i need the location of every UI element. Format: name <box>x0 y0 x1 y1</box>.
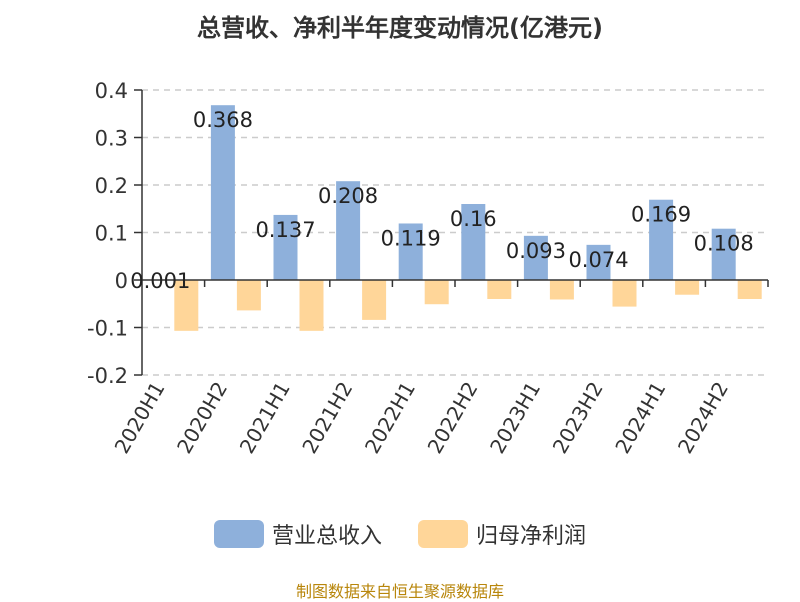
x-tick-label: 2024H2 <box>673 378 733 458</box>
chart-title: 总营收、净利半年度变动情况(亿港元) <box>197 14 603 42</box>
data-label-revenue: 0.208 <box>318 184 378 208</box>
data-label-revenue: 0.119 <box>381 226 441 250</box>
x-tick-label: 2020H2 <box>172 378 232 458</box>
bar-revenue <box>336 181 361 280</box>
bar-revenue <box>461 204 486 280</box>
bar-revenue <box>398 223 423 280</box>
y-tick-label: 0.4 <box>95 79 128 103</box>
bar-revenue <box>586 244 611 280</box>
bar-revenue <box>273 214 298 280</box>
data-label-revenue: 0.16 <box>450 207 497 231</box>
data-source-note: 制图数据来自恒生聚源数据库 <box>295 582 504 601</box>
data-label-revenue: 0.093 <box>506 239 566 263</box>
bar-profit <box>236 280 261 311</box>
x-tick-label: 2020H1 <box>110 378 170 458</box>
data-label-revenue: 0.368 <box>193 108 253 132</box>
legend: 营业总收入 归母净利润 <box>0 518 800 550</box>
legend-label-revenue: 营业总收入 <box>271 524 382 549</box>
bar-profit <box>487 280 512 299</box>
bar-profit <box>424 280 449 305</box>
data-label-revenue: 0.001 <box>130 269 190 293</box>
bar-profit <box>612 280 637 307</box>
bar-profit <box>675 280 700 295</box>
bar-revenue <box>649 199 674 280</box>
x-tick-label: 2022H2 <box>423 378 483 458</box>
x-tick-label: 2021H2 <box>297 378 357 458</box>
y-tick-label: 0.3 <box>95 127 128 151</box>
data-label-revenue: 0.137 <box>255 218 315 242</box>
bar-profit <box>737 280 762 299</box>
bar-profit <box>299 280 324 331</box>
legend-swatch-revenue <box>213 520 264 548</box>
bar-revenue <box>711 228 736 280</box>
data-label-revenue: 0.108 <box>694 232 754 256</box>
bar-profit <box>362 280 387 320</box>
y-tick-label: -0.1 <box>87 317 128 341</box>
y-tick-label: 0.2 <box>95 174 128 198</box>
x-tick-label: 2023H1 <box>485 378 545 458</box>
bar-revenue <box>210 105 235 280</box>
x-tick-label: 2024H1 <box>610 378 670 458</box>
y-tick-label: 0.1 <box>95 222 128 246</box>
y-tick-label: 0 <box>115 269 128 293</box>
bar-revenue <box>523 235 548 280</box>
legend-swatch-profit <box>418 520 468 548</box>
data-label-revenue: 0.074 <box>568 248 628 272</box>
bar-profit <box>174 280 199 331</box>
data-label-revenue: 0.169 <box>631 203 691 227</box>
x-tick-label: 2023H2 <box>548 378 608 458</box>
legend-item-revenue[interactable]: 营业总收入 <box>213 518 382 550</box>
x-tick-label: 2022H1 <box>360 378 420 458</box>
legend-item-profit[interactable]: 归母净利润 <box>418 518 586 550</box>
legend-label-profit: 归母净利润 <box>476 524 587 549</box>
bar-profit <box>549 280 574 300</box>
y-tick-label: -0.2 <box>87 364 128 388</box>
x-tick-label: 2021H1 <box>235 378 295 458</box>
